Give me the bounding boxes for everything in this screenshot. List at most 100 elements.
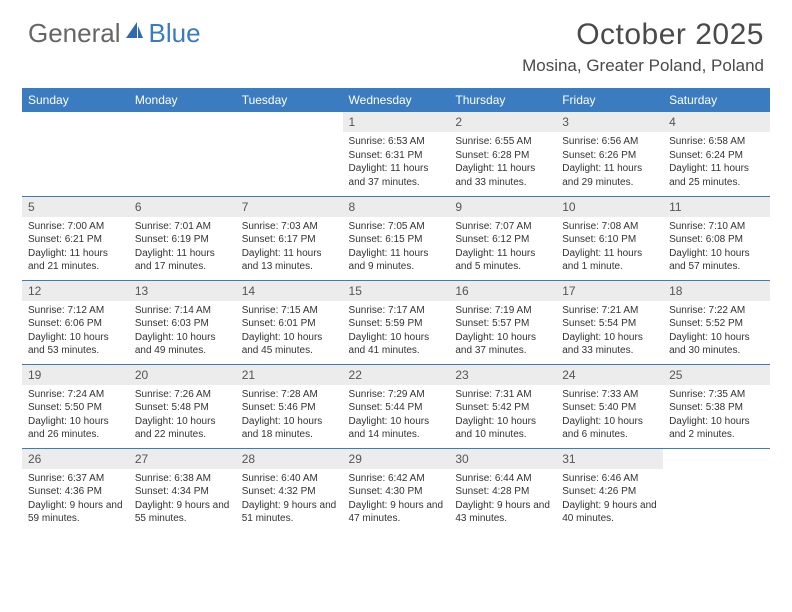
calendar-week-row: 1Sunrise: 6:53 AMSunset: 6:31 PMDaylight… xyxy=(22,112,770,196)
day-number xyxy=(129,112,236,132)
calendar-body: 1Sunrise: 6:53 AMSunset: 6:31 PMDaylight… xyxy=(22,112,770,532)
day-details: Sunrise: 6:40 AMSunset: 4:32 PMDaylight:… xyxy=(236,469,343,530)
location: Mosina, Greater Poland, Poland xyxy=(522,56,764,76)
day-details: Sunrise: 6:44 AMSunset: 4:28 PMDaylight:… xyxy=(449,469,556,530)
day-details: Sunrise: 7:28 AMSunset: 5:46 PMDaylight:… xyxy=(236,385,343,446)
day-details: Sunrise: 7:01 AMSunset: 6:19 PMDaylight:… xyxy=(129,217,236,278)
calendar-day-cell: 29Sunrise: 6:42 AMSunset: 4:30 PMDayligh… xyxy=(343,448,450,532)
day-details: Sunrise: 7:14 AMSunset: 6:03 PMDaylight:… xyxy=(129,301,236,362)
calendar-day-cell: 23Sunrise: 7:31 AMSunset: 5:42 PMDayligh… xyxy=(449,364,556,448)
calendar-day-cell: 22Sunrise: 7:29 AMSunset: 5:44 PMDayligh… xyxy=(343,364,450,448)
day-details: Sunrise: 6:56 AMSunset: 6:26 PMDaylight:… xyxy=(556,132,663,193)
calendar-day-cell: 1Sunrise: 6:53 AMSunset: 6:31 PMDaylight… xyxy=(343,112,450,196)
day-number: 6 xyxy=(129,197,236,217)
logo-text-2: Blue xyxy=(149,18,201,49)
title-block: October 2025 Mosina, Greater Poland, Pol… xyxy=(522,18,764,76)
calendar-day-cell: 19Sunrise: 7:24 AMSunset: 5:50 PMDayligh… xyxy=(22,364,129,448)
calendar-day-cell: 2Sunrise: 6:55 AMSunset: 6:28 PMDaylight… xyxy=(449,112,556,196)
calendar-day-cell xyxy=(129,112,236,196)
day-header: Tuesday xyxy=(236,88,343,112)
calendar-day-cell: 17Sunrise: 7:21 AMSunset: 5:54 PMDayligh… xyxy=(556,280,663,364)
calendar-week-row: 19Sunrise: 7:24 AMSunset: 5:50 PMDayligh… xyxy=(22,364,770,448)
day-details: Sunrise: 6:46 AMSunset: 4:26 PMDaylight:… xyxy=(556,469,663,530)
day-details: Sunrise: 7:15 AMSunset: 6:01 PMDaylight:… xyxy=(236,301,343,362)
day-details: Sunrise: 7:07 AMSunset: 6:12 PMDaylight:… xyxy=(449,217,556,278)
calendar-day-cell: 31Sunrise: 6:46 AMSunset: 4:26 PMDayligh… xyxy=(556,448,663,532)
day-number: 4 xyxy=(663,112,770,132)
day-number: 13 xyxy=(129,281,236,301)
header: General Blue October 2025 Mosina, Greate… xyxy=(0,0,792,84)
calendar-day-cell: 18Sunrise: 7:22 AMSunset: 5:52 PMDayligh… xyxy=(663,280,770,364)
day-number: 3 xyxy=(556,112,663,132)
day-number: 31 xyxy=(556,449,663,469)
calendar-day-cell: 6Sunrise: 7:01 AMSunset: 6:19 PMDaylight… xyxy=(129,196,236,280)
day-number: 12 xyxy=(22,281,129,301)
day-number: 15 xyxy=(343,281,450,301)
day-number: 2 xyxy=(449,112,556,132)
calendar-week-row: 12Sunrise: 7:12 AMSunset: 6:06 PMDayligh… xyxy=(22,280,770,364)
calendar-table: Sunday Monday Tuesday Wednesday Thursday… xyxy=(22,88,770,532)
calendar-day-cell: 13Sunrise: 7:14 AMSunset: 6:03 PMDayligh… xyxy=(129,280,236,364)
logo-text-1: General xyxy=(28,18,121,49)
day-number: 1 xyxy=(343,112,450,132)
logo-sail-icon xyxy=(121,18,147,49)
logo: General Blue xyxy=(28,18,201,49)
day-details: Sunrise: 6:37 AMSunset: 4:36 PMDaylight:… xyxy=(22,469,129,530)
calendar-day-cell: 14Sunrise: 7:15 AMSunset: 6:01 PMDayligh… xyxy=(236,280,343,364)
day-number: 18 xyxy=(663,281,770,301)
calendar-day-cell: 7Sunrise: 7:03 AMSunset: 6:17 PMDaylight… xyxy=(236,196,343,280)
day-details: Sunrise: 6:58 AMSunset: 6:24 PMDaylight:… xyxy=(663,132,770,193)
calendar-day-cell: 15Sunrise: 7:17 AMSunset: 5:59 PMDayligh… xyxy=(343,280,450,364)
calendar-day-cell xyxy=(236,112,343,196)
day-number: 8 xyxy=(343,197,450,217)
calendar-day-cell: 26Sunrise: 6:37 AMSunset: 4:36 PMDayligh… xyxy=(22,448,129,532)
day-number: 9 xyxy=(449,197,556,217)
calendar-week-row: 26Sunrise: 6:37 AMSunset: 4:36 PMDayligh… xyxy=(22,448,770,532)
day-number xyxy=(22,112,129,132)
day-details: Sunrise: 7:22 AMSunset: 5:52 PMDaylight:… xyxy=(663,301,770,362)
calendar-day-cell: 21Sunrise: 7:28 AMSunset: 5:46 PMDayligh… xyxy=(236,364,343,448)
day-details: Sunrise: 7:24 AMSunset: 5:50 PMDaylight:… xyxy=(22,385,129,446)
day-details: Sunrise: 7:17 AMSunset: 5:59 PMDaylight:… xyxy=(343,301,450,362)
day-number: 20 xyxy=(129,365,236,385)
day-details: Sunrise: 7:08 AMSunset: 6:10 PMDaylight:… xyxy=(556,217,663,278)
day-details: Sunrise: 7:19 AMSunset: 5:57 PMDaylight:… xyxy=(449,301,556,362)
day-details: Sunrise: 7:26 AMSunset: 5:48 PMDaylight:… xyxy=(129,385,236,446)
calendar-day-cell: 30Sunrise: 6:44 AMSunset: 4:28 PMDayligh… xyxy=(449,448,556,532)
day-details: Sunrise: 7:29 AMSunset: 5:44 PMDaylight:… xyxy=(343,385,450,446)
calendar-day-cell xyxy=(663,448,770,532)
calendar-day-cell: 3Sunrise: 6:56 AMSunset: 6:26 PMDaylight… xyxy=(556,112,663,196)
day-number: 22 xyxy=(343,365,450,385)
day-header: Sunday xyxy=(22,88,129,112)
day-number: 29 xyxy=(343,449,450,469)
day-header: Friday xyxy=(556,88,663,112)
calendar-day-cell: 11Sunrise: 7:10 AMSunset: 6:08 PMDayligh… xyxy=(663,196,770,280)
day-number: 5 xyxy=(22,197,129,217)
day-details: Sunrise: 7:31 AMSunset: 5:42 PMDaylight:… xyxy=(449,385,556,446)
day-details: Sunrise: 7:21 AMSunset: 5:54 PMDaylight:… xyxy=(556,301,663,362)
day-number: 30 xyxy=(449,449,556,469)
day-details: Sunrise: 7:05 AMSunset: 6:15 PMDaylight:… xyxy=(343,217,450,278)
day-number: 24 xyxy=(556,365,663,385)
day-number: 23 xyxy=(449,365,556,385)
calendar-day-cell: 25Sunrise: 7:35 AMSunset: 5:38 PMDayligh… xyxy=(663,364,770,448)
calendar-day-cell: 16Sunrise: 7:19 AMSunset: 5:57 PMDayligh… xyxy=(449,280,556,364)
day-number: 19 xyxy=(22,365,129,385)
day-number: 17 xyxy=(556,281,663,301)
day-number: 27 xyxy=(129,449,236,469)
day-number: 7 xyxy=(236,197,343,217)
day-details: Sunrise: 6:38 AMSunset: 4:34 PMDaylight:… xyxy=(129,469,236,530)
day-number: 28 xyxy=(236,449,343,469)
day-number: 10 xyxy=(556,197,663,217)
day-number xyxy=(236,112,343,132)
calendar-day-cell: 27Sunrise: 6:38 AMSunset: 4:34 PMDayligh… xyxy=(129,448,236,532)
day-details: Sunrise: 6:53 AMSunset: 6:31 PMDaylight:… xyxy=(343,132,450,193)
calendar-day-cell: 28Sunrise: 6:40 AMSunset: 4:32 PMDayligh… xyxy=(236,448,343,532)
day-number: 25 xyxy=(663,365,770,385)
calendar-day-cell: 24Sunrise: 7:33 AMSunset: 5:40 PMDayligh… xyxy=(556,364,663,448)
calendar-day-cell: 20Sunrise: 7:26 AMSunset: 5:48 PMDayligh… xyxy=(129,364,236,448)
day-number: 16 xyxy=(449,281,556,301)
day-number: 21 xyxy=(236,365,343,385)
day-number: 14 xyxy=(236,281,343,301)
calendar-day-cell xyxy=(22,112,129,196)
